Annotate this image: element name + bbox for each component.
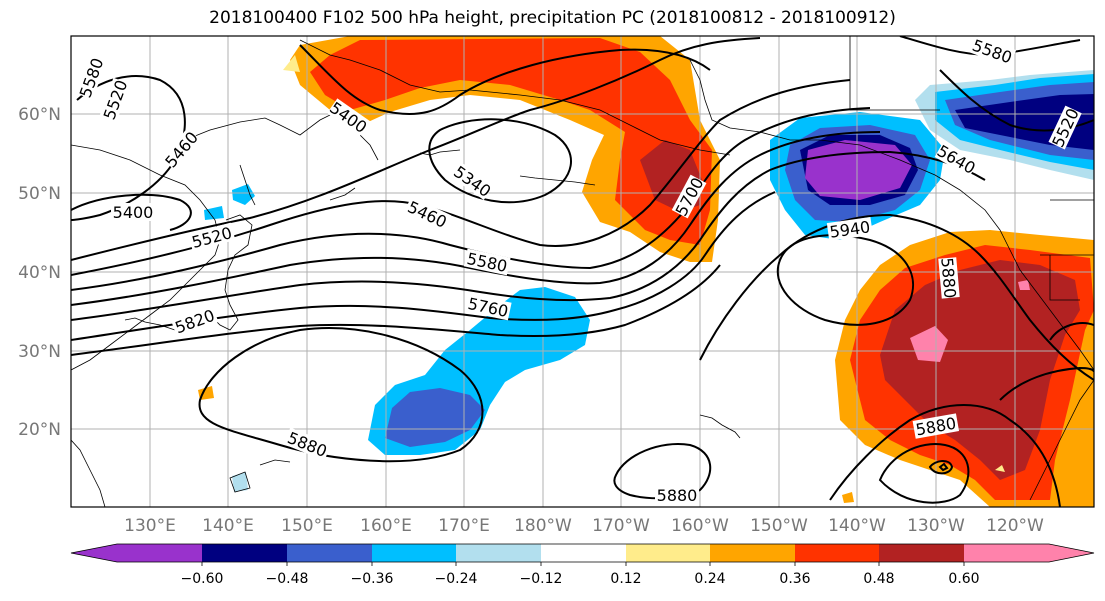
lat-label: 30°N (18, 342, 61, 362)
contour-label: 5880 (937, 257, 959, 299)
contour-label: 5580 (463, 248, 511, 276)
svg-text:5400: 5400 (113, 203, 154, 222)
lon-label: 160°W (671, 516, 729, 536)
colorbar-tick-label: 0.24 (694, 571, 725, 587)
map-title: 2018100400 F102 500 hPa height, precipit… (209, 8, 896, 28)
colorbar-swatch (541, 544, 626, 562)
colorbar-swatch (372, 544, 456, 562)
colorbar-ticks (201, 562, 965, 566)
lon-label: 140°W (828, 516, 886, 536)
colorbar-extend-max (1049, 544, 1094, 562)
svg-text:5880: 5880 (657, 486, 698, 505)
colorbar-swatch (202, 544, 287, 562)
lon-label: 130°W (907, 516, 965, 536)
lat-label: 60°N (18, 105, 61, 125)
svg-text:5880: 5880 (937, 257, 959, 299)
colorbar-swatch (456, 544, 541, 562)
colorbar-swatch (287, 544, 372, 562)
colorbar-tick-label: 0.12 (610, 571, 641, 587)
lon-label: 130°E (124, 516, 176, 536)
colorbar-tick-label: −0.60 (181, 571, 224, 587)
colorbar-tick-label: 0.36 (779, 571, 810, 587)
lon-label: 150°W (750, 516, 808, 536)
lat-label: 40°N (18, 263, 61, 283)
colorbar-swatch (795, 544, 879, 562)
colorbar-extend-min (71, 544, 117, 562)
colorbar: −0.60 −0.48 −0.36 −0.24 −0.12 0.12 0.24 … (70, 543, 1095, 587)
lon-label: 170°W (592, 516, 650, 536)
lon-label: 180°W (514, 516, 572, 536)
lon-label: 140°E (202, 516, 254, 536)
latitude-labels: 60°N 50°N 40°N 30°N 20°N (18, 105, 61, 440)
colorbar-outline (70, 543, 1095, 563)
colorbar-tick-label: −0.36 (351, 571, 394, 587)
colorbar-tick-label: −0.24 (435, 571, 478, 587)
lat-label: 50°N (18, 184, 61, 204)
colorbar-swatch (879, 544, 964, 562)
colorbar-swatch (710, 544, 795, 562)
colorbar-tick-label: −0.12 (520, 571, 563, 587)
map-frame (70, 35, 1095, 508)
lon-label: 120°W (986, 516, 1044, 536)
lon-label: 160°E (360, 516, 412, 536)
contour-label: 5400 (111, 203, 155, 222)
height-contours (71, 36, 1094, 507)
colorbar-swatch (626, 544, 710, 562)
lon-label: 170°E (438, 516, 490, 536)
colorbar-tick-label: 0.60 (948, 571, 979, 587)
lat-label: 20°N (18, 420, 61, 440)
contour-label: 5880 (655, 486, 699, 505)
colorbar-tick-label: −0.48 (266, 571, 309, 587)
colorbar-swatch (964, 544, 1049, 562)
colorbar-tick-label: 0.48 (863, 571, 894, 587)
colorbar-swatch (117, 544, 202, 562)
longitude-labels: 130°E 140°E 150°E 160°E 170°E 180°W 170°… (124, 516, 1044, 536)
lon-label: 150°E (281, 516, 333, 536)
